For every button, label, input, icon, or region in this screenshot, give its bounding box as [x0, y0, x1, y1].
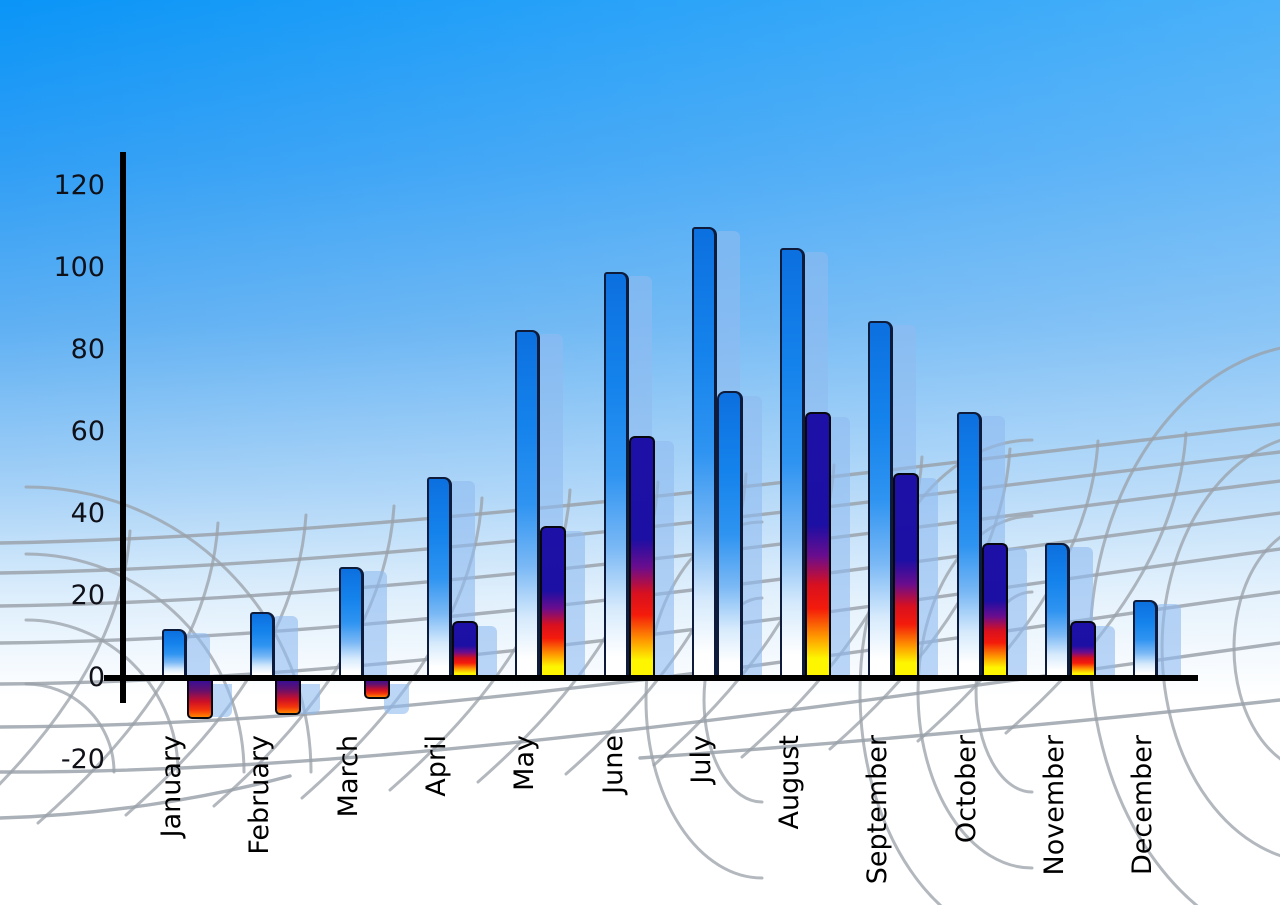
x-axis-label-may: May	[509, 735, 541, 791]
bar-august-series2	[805, 411, 832, 677]
y-axis-tick-label--20: -20	[60, 744, 105, 775]
y-axis-tick-label-0: 0	[87, 662, 105, 693]
x-axis-label-september: September	[862, 735, 894, 885]
x-axis-label-february: February	[244, 735, 276, 855]
x-axis-label-october: October	[950, 735, 982, 844]
y-axis-tick-label-100: 100	[53, 252, 105, 283]
bar-february-series1	[250, 612, 276, 677]
bar-january-series2	[187, 679, 213, 719]
bar-may-series2	[540, 526, 567, 677]
y-axis-tick-label-60: 60	[70, 416, 105, 447]
bar-april-series1	[426, 477, 452, 677]
bar-march-series1	[338, 567, 364, 677]
x-axis-label-june: June	[597, 735, 629, 794]
bar-april-series2	[451, 620, 478, 677]
bar-december-series1	[1133, 600, 1159, 677]
x-axis-label-december: December	[1127, 735, 1159, 876]
x-axis-label-august: August	[774, 735, 806, 830]
bar-june-series2	[628, 436, 655, 677]
y-axis-tick-label-80: 80	[70, 334, 105, 365]
bar-january-series1	[162, 628, 187, 677]
x-axis-label-march: March	[332, 735, 364, 818]
x-axis-label-november: November	[1039, 735, 1070, 876]
bar-july-series2	[716, 391, 743, 677]
y-axis-tick-label-120: 120	[53, 170, 105, 201]
y-axis-line	[120, 152, 126, 703]
bar-august-series1	[780, 247, 806, 677]
bar-september-series1	[868, 321, 894, 677]
bar-september-series2	[893, 473, 920, 677]
bar-february-series2	[275, 679, 302, 715]
bar-november-series1	[1045, 542, 1070, 677]
x-axis-zero-line	[104, 675, 1198, 681]
bar-may-series1	[515, 329, 541, 677]
bar-shadow-march-series1	[360, 571, 387, 676]
bar-shadow-january-series1	[184, 632, 210, 676]
bar-march-series2	[363, 679, 390, 699]
bar-june-series1	[603, 272, 629, 677]
bar-october-series2	[981, 542, 1008, 677]
x-axis-label-july: July	[685, 735, 717, 784]
bar-shadow-february-series1	[272, 616, 299, 676]
bar-july-series1	[691, 227, 717, 677]
bar-october-series1	[956, 411, 982, 677]
bar-shadow-december-series1	[1155, 604, 1182, 676]
x-axis-label-april: April	[420, 735, 452, 797]
y-axis-tick-label-40: 40	[70, 498, 105, 529]
y-axis-tick-label-20: 20	[70, 580, 105, 611]
bar-november-series2	[1070, 620, 1096, 677]
x-axis-label-january: January	[156, 735, 187, 838]
